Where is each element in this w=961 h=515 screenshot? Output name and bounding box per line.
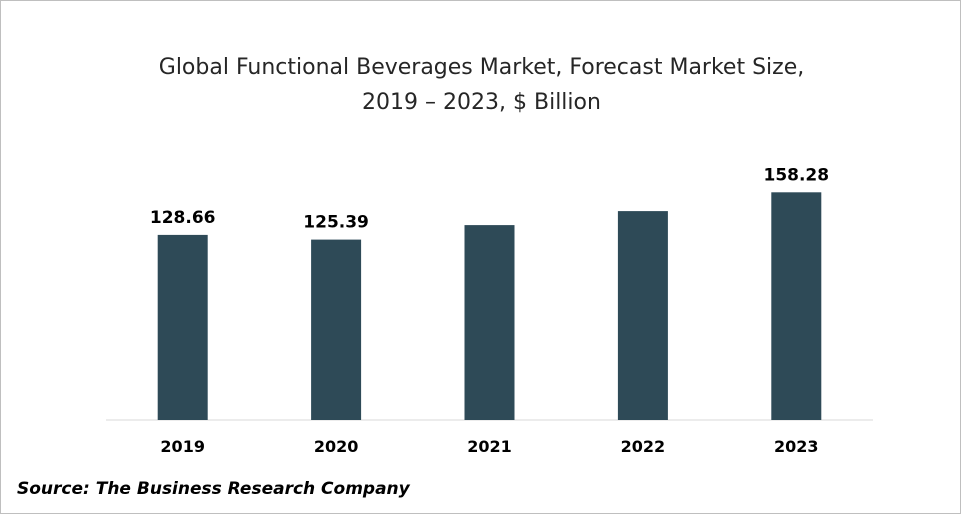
x-tick-label-2020: 2020 — [314, 437, 359, 456]
data-label-2023: 158.28 — [763, 165, 829, 185]
bar-2023 — [771, 192, 822, 420]
bar-2019 — [157, 234, 208, 420]
bar-2020 — [311, 239, 362, 420]
x-tick-label-2022: 2022 — [621, 437, 666, 456]
bar-2022 — [617, 211, 668, 420]
bar-2021 — [464, 225, 515, 420]
x-tick-label-2023: 2023 — [774, 437, 819, 456]
chart-title-line-2: 2019 – 2023, $ Billion — [362, 90, 601, 115]
x-tick-label-2019: 2019 — [160, 437, 205, 456]
chart-title-line-1: Global Functional Beverages Market, Fore… — [158, 55, 805, 80]
x-tick-label-2021: 2021 — [467, 437, 512, 456]
data-label-2019: 128.66 — [150, 208, 216, 228]
data-label-2020: 125.39 — [303, 213, 369, 233]
source-note: Source: The Business Research Company — [17, 479, 410, 499]
